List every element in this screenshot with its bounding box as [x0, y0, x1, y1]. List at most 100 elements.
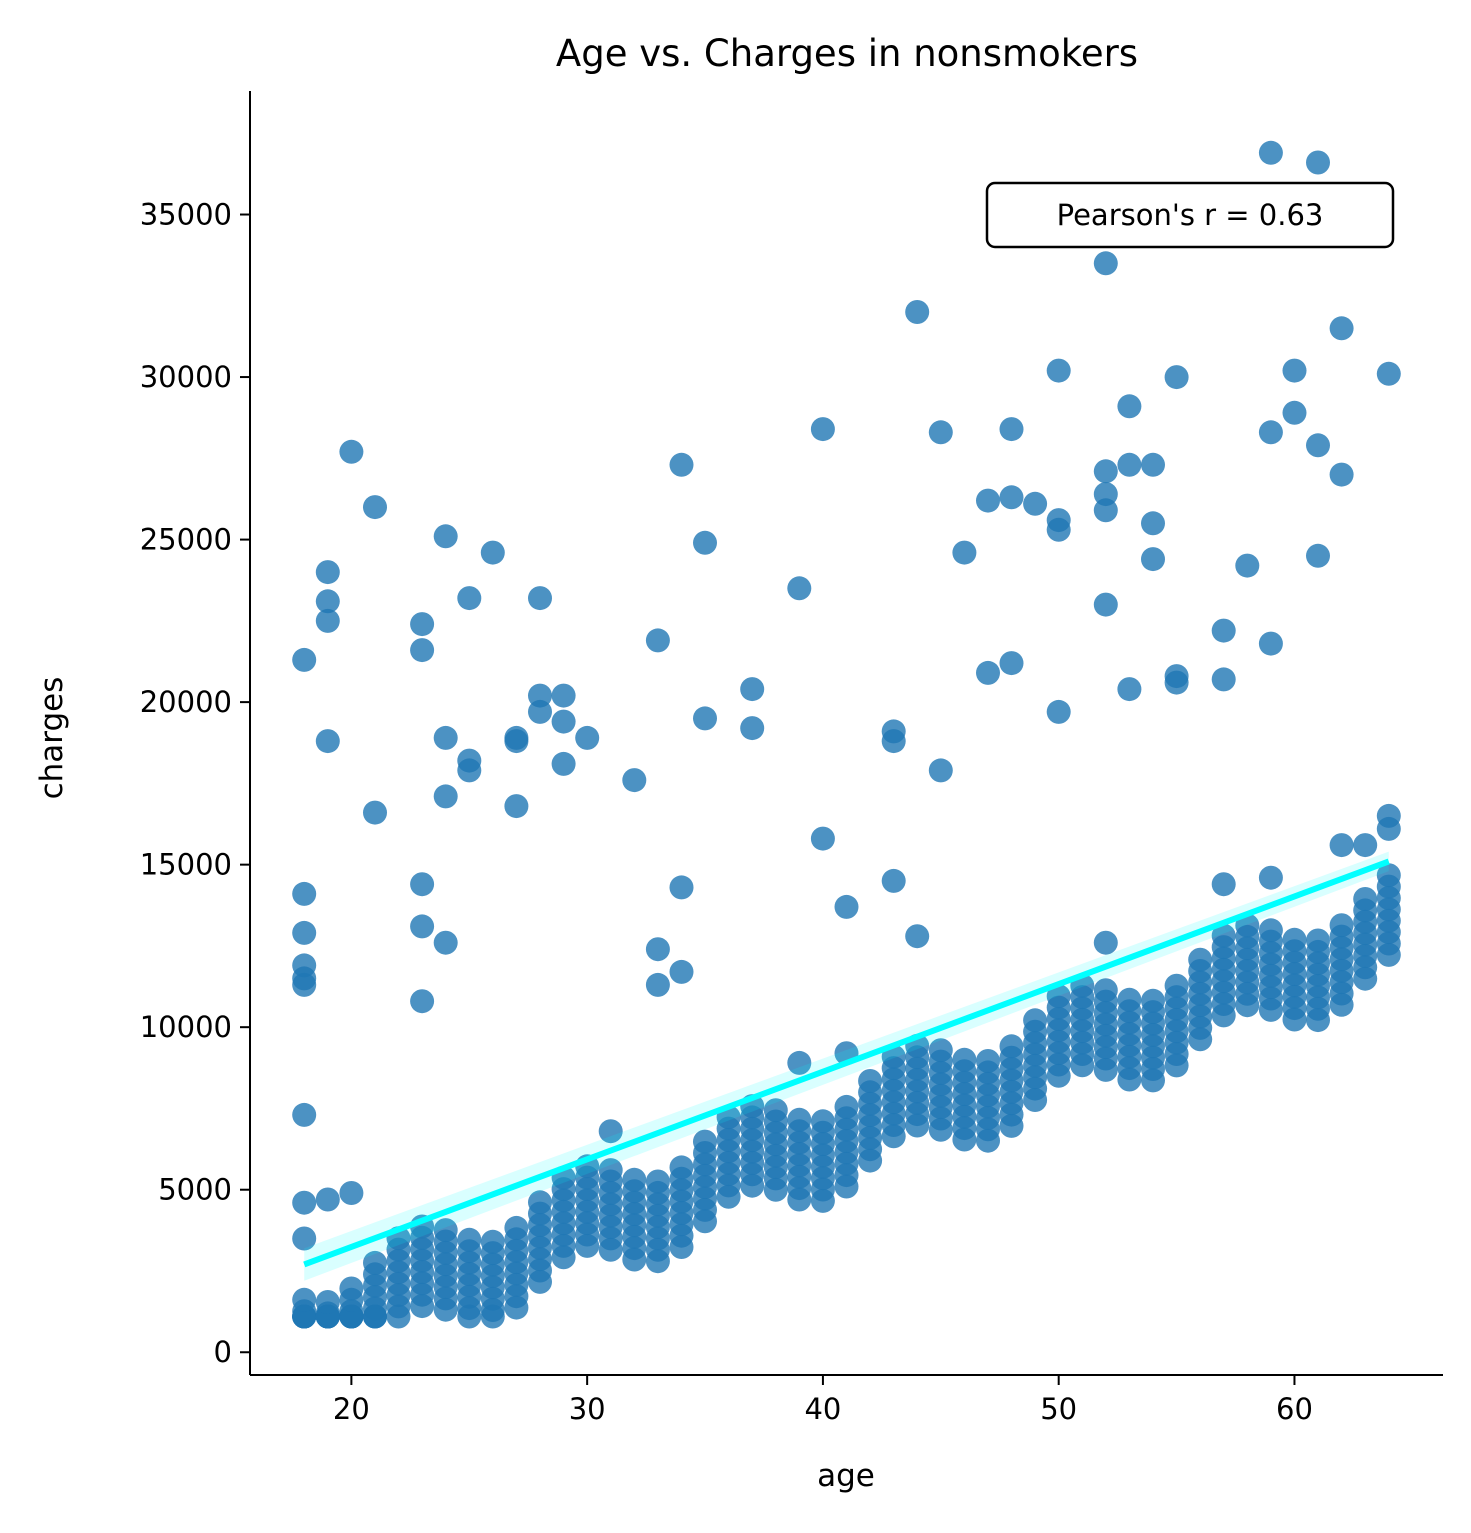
- data-point: [1094, 978, 1118, 1002]
- data-point: [410, 989, 434, 1013]
- data-point: [646, 973, 670, 997]
- pearson-annotation: Pearson's r = 0.63: [987, 183, 1393, 247]
- data-point: [410, 612, 434, 636]
- data-point: [622, 1168, 646, 1192]
- data-point: [339, 440, 363, 464]
- data-point: [434, 931, 458, 955]
- data-point: [882, 869, 906, 893]
- data-point: [1283, 359, 1307, 383]
- data-point: [339, 1181, 363, 1205]
- data-point: [858, 1069, 882, 1093]
- data-points: [292, 141, 1401, 1329]
- y-tick-label: 35000: [140, 198, 232, 232]
- data-point: [811, 827, 835, 851]
- data-point: [1306, 433, 1330, 457]
- data-point: [905, 924, 929, 948]
- data-point: [1235, 554, 1259, 578]
- data-point: [316, 609, 340, 633]
- data-point: [1259, 918, 1283, 942]
- data-point: [1094, 498, 1118, 522]
- data-point: [504, 794, 528, 818]
- data-point: [292, 1103, 316, 1127]
- data-point: [811, 417, 835, 441]
- data-point: [552, 710, 576, 734]
- data-point: [481, 1230, 505, 1254]
- data-point: [1000, 1034, 1024, 1058]
- data-point: [552, 752, 576, 776]
- data-point: [1141, 453, 1165, 477]
- data-point: [1094, 593, 1118, 617]
- data-point: [434, 524, 458, 548]
- data-point: [646, 1170, 670, 1194]
- data-point: [1165, 671, 1189, 695]
- data-point: [976, 661, 1000, 685]
- data-point: [646, 628, 670, 652]
- data-point: [952, 541, 976, 565]
- data-point: [1330, 833, 1354, 857]
- data-point: [316, 1290, 340, 1314]
- data-point: [1117, 394, 1141, 418]
- data-point: [1117, 677, 1141, 701]
- data-point: [1047, 700, 1071, 724]
- data-point: [1047, 518, 1071, 542]
- data-point: [835, 895, 859, 919]
- data-point: [1306, 544, 1330, 568]
- data-point: [1094, 251, 1118, 275]
- data-point: [1094, 459, 1118, 483]
- x-tick-label: 20: [333, 1392, 370, 1426]
- data-point: [1377, 817, 1401, 841]
- data-point: [528, 586, 552, 610]
- data-point: [1141, 989, 1165, 1013]
- data-point: [905, 300, 929, 324]
- data-point: [1259, 141, 1283, 165]
- data-point: [1283, 401, 1307, 425]
- data-point: [835, 1095, 859, 1119]
- data-point: [339, 1277, 363, 1301]
- data-point: [1188, 948, 1212, 972]
- data-point: [504, 729, 528, 753]
- data-point: [811, 1109, 835, 1133]
- data-point: [457, 1228, 481, 1252]
- data-point: [1141, 511, 1165, 535]
- data-point: [1000, 651, 1024, 675]
- data-point: [1283, 928, 1307, 952]
- data-point: [292, 1191, 316, 1215]
- data-point: [1023, 1008, 1047, 1032]
- x-tick-label: 50: [1040, 1392, 1077, 1426]
- data-point: [976, 489, 1000, 513]
- data-point: [1212, 619, 1236, 643]
- annotation-text: Pearson's r = 0.63: [1057, 198, 1324, 232]
- data-point: [1094, 931, 1118, 955]
- data-point: [1117, 453, 1141, 477]
- data-point: [1353, 833, 1377, 857]
- data-point: [1117, 988, 1141, 1012]
- y-tick-label: 20000: [140, 685, 232, 719]
- data-point: [457, 586, 481, 610]
- y-axis-title: charges: [34, 677, 70, 800]
- y-tick-label: 30000: [140, 360, 232, 394]
- data-point: [929, 758, 953, 782]
- data-point: [670, 453, 694, 477]
- data-point: [1353, 887, 1377, 911]
- data-point: [292, 1288, 316, 1312]
- data-point: [528, 700, 552, 724]
- y-tick-label: 15000: [140, 848, 232, 882]
- y-tick-label: 25000: [140, 523, 232, 557]
- data-point: [434, 726, 458, 750]
- data-point: [740, 716, 764, 740]
- data-point: [316, 560, 340, 584]
- data-point: [1141, 547, 1165, 571]
- data-point: [1377, 362, 1401, 386]
- data-point: [1000, 485, 1024, 509]
- y-tick-label: 5000: [158, 1173, 232, 1207]
- data-point: [1212, 872, 1236, 896]
- data-point: [1000, 417, 1024, 441]
- data-point: [292, 882, 316, 906]
- data-point: [292, 921, 316, 945]
- y-tick-label: 10000: [140, 1010, 232, 1044]
- data-point: [670, 1155, 694, 1179]
- data-point: [1023, 492, 1047, 516]
- data-point: [740, 677, 764, 701]
- y-tick-label: 0: [214, 1335, 232, 1369]
- data-point: [363, 801, 387, 825]
